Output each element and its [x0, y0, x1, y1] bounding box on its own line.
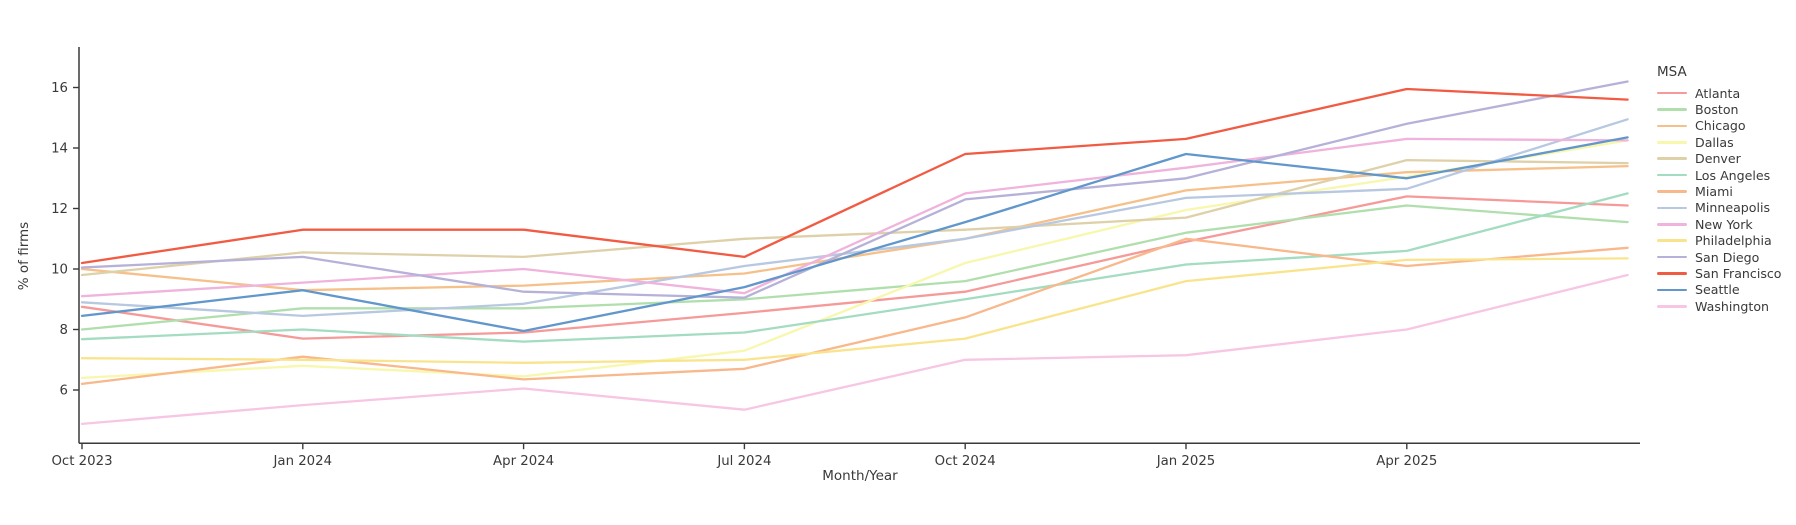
series-line-los-angeles [80, 192, 1629, 343]
y-tick-label: 16 [51, 81, 68, 96]
legend-item-philadelphia[interactable]: Philadelphia [1657, 233, 1782, 249]
x-tick-label: Apr 2025 [1376, 454, 1437, 469]
legend-item-boston[interactable]: Boston [1657, 101, 1782, 117]
legend-swatch-atlanta [1657, 91, 1687, 95]
legend-label: New York [1695, 216, 1753, 232]
legend-item-seattle[interactable]: Seattle [1657, 282, 1782, 298]
legend-label: Minneapolis [1695, 200, 1771, 216]
y-tick-label: 10 [51, 263, 68, 278]
legend-item-los-angeles[interactable]: Los Angeles [1657, 167, 1782, 183]
legend-swatch-miami [1657, 190, 1687, 193]
series-line-new-york [80, 137, 1629, 298]
x-axis-title: Month/Year [822, 468, 898, 484]
series-line-atlanta [80, 195, 1629, 340]
legend-swatch-chicago [1657, 124, 1687, 128]
legend-item-new-york[interactable]: New York [1657, 216, 1782, 232]
series-line-san-diego [80, 80, 1629, 299]
legend-swatch-denver [1657, 157, 1687, 161]
series-line-dallas [80, 139, 1629, 380]
legend-swatch-dallas [1657, 141, 1687, 144]
legend-swatch-philadelphia [1657, 239, 1687, 242]
legend-label: Washington [1695, 298, 1770, 314]
legend-item-dallas[interactable]: Dallas [1657, 134, 1782, 150]
legend-item-washington[interactable]: Washington [1657, 298, 1782, 314]
legend-label: Philadelphia [1695, 233, 1772, 249]
legend-swatch-seattle [1657, 288, 1687, 292]
x-tick-label: Jan 2024 [273, 454, 333, 469]
y-tick-label: 6 [60, 384, 68, 399]
legend-items: Atlanta Boston Chicago Dallas Denver Los Ange… [1657, 85, 1782, 314]
series-line-san-francisco [80, 87, 1629, 265]
legend-item-chicago[interactable]: Chicago [1657, 118, 1782, 134]
series-line-chicago [80, 164, 1629, 292]
x-tick-label: Jul 2024 [716, 454, 771, 469]
series-line-seattle [80, 136, 1629, 333]
legend-label: Denver [1695, 151, 1741, 167]
legend-label: Miami [1695, 184, 1733, 200]
legend: MSA Atlanta Boston Chicago Dallas Denver Los … [1657, 64, 1782, 314]
legend-label: Boston [1695, 102, 1739, 118]
series-line-philadelphia [80, 257, 1629, 364]
x-tick-label: Apr 2024 [493, 454, 554, 469]
series-line-boston [80, 204, 1629, 331]
y-tick-label: 14 [51, 142, 68, 157]
legend-item-san-diego[interactable]: San Diego [1657, 249, 1782, 265]
legend-swatch-san-diego [1657, 255, 1687, 259]
legend-item-miami[interactable]: Miami [1657, 183, 1782, 199]
y-axis-title: % of firms [16, 221, 32, 291]
series-line-washington [80, 273, 1629, 426]
legend-item-atlanta[interactable]: Atlanta [1657, 85, 1782, 101]
x-tick-label: Oct 2023 [51, 454, 112, 469]
legend-swatch-los-angeles [1657, 173, 1687, 177]
series-line-minneapolis [80, 118, 1629, 318]
series-line-denver [80, 158, 1629, 277]
y-tick-label: 8 [60, 323, 68, 338]
x-tick-label: Jan 2025 [1156, 454, 1216, 469]
legend-item-san-francisco[interactable]: San Francisco [1657, 265, 1782, 281]
legend-swatch-washington [1657, 304, 1687, 308]
legend-label: Chicago [1695, 118, 1746, 134]
legend-item-denver[interactable]: Denver [1657, 151, 1782, 167]
legend-swatch-new-york [1657, 223, 1687, 226]
y-tick-label: 12 [51, 202, 68, 217]
legend-swatch-minneapolis [1657, 206, 1687, 210]
legend-label: Dallas [1695, 134, 1734, 150]
legend-label: Atlanta [1695, 85, 1741, 101]
legend-label: Los Angeles [1695, 167, 1771, 183]
legend-title: MSA [1657, 64, 1687, 80]
legend-label: San Diego [1695, 249, 1760, 265]
legend-item-minneapolis[interactable]: Minneapolis [1657, 200, 1782, 216]
legend-label: San Francisco [1695, 265, 1782, 281]
legend-swatch-san-francisco [1657, 272, 1687, 275]
x-tick-label: Oct 2024 [935, 454, 996, 469]
legend-label: Seattle [1695, 282, 1740, 298]
legend-swatch-boston [1657, 108, 1687, 111]
